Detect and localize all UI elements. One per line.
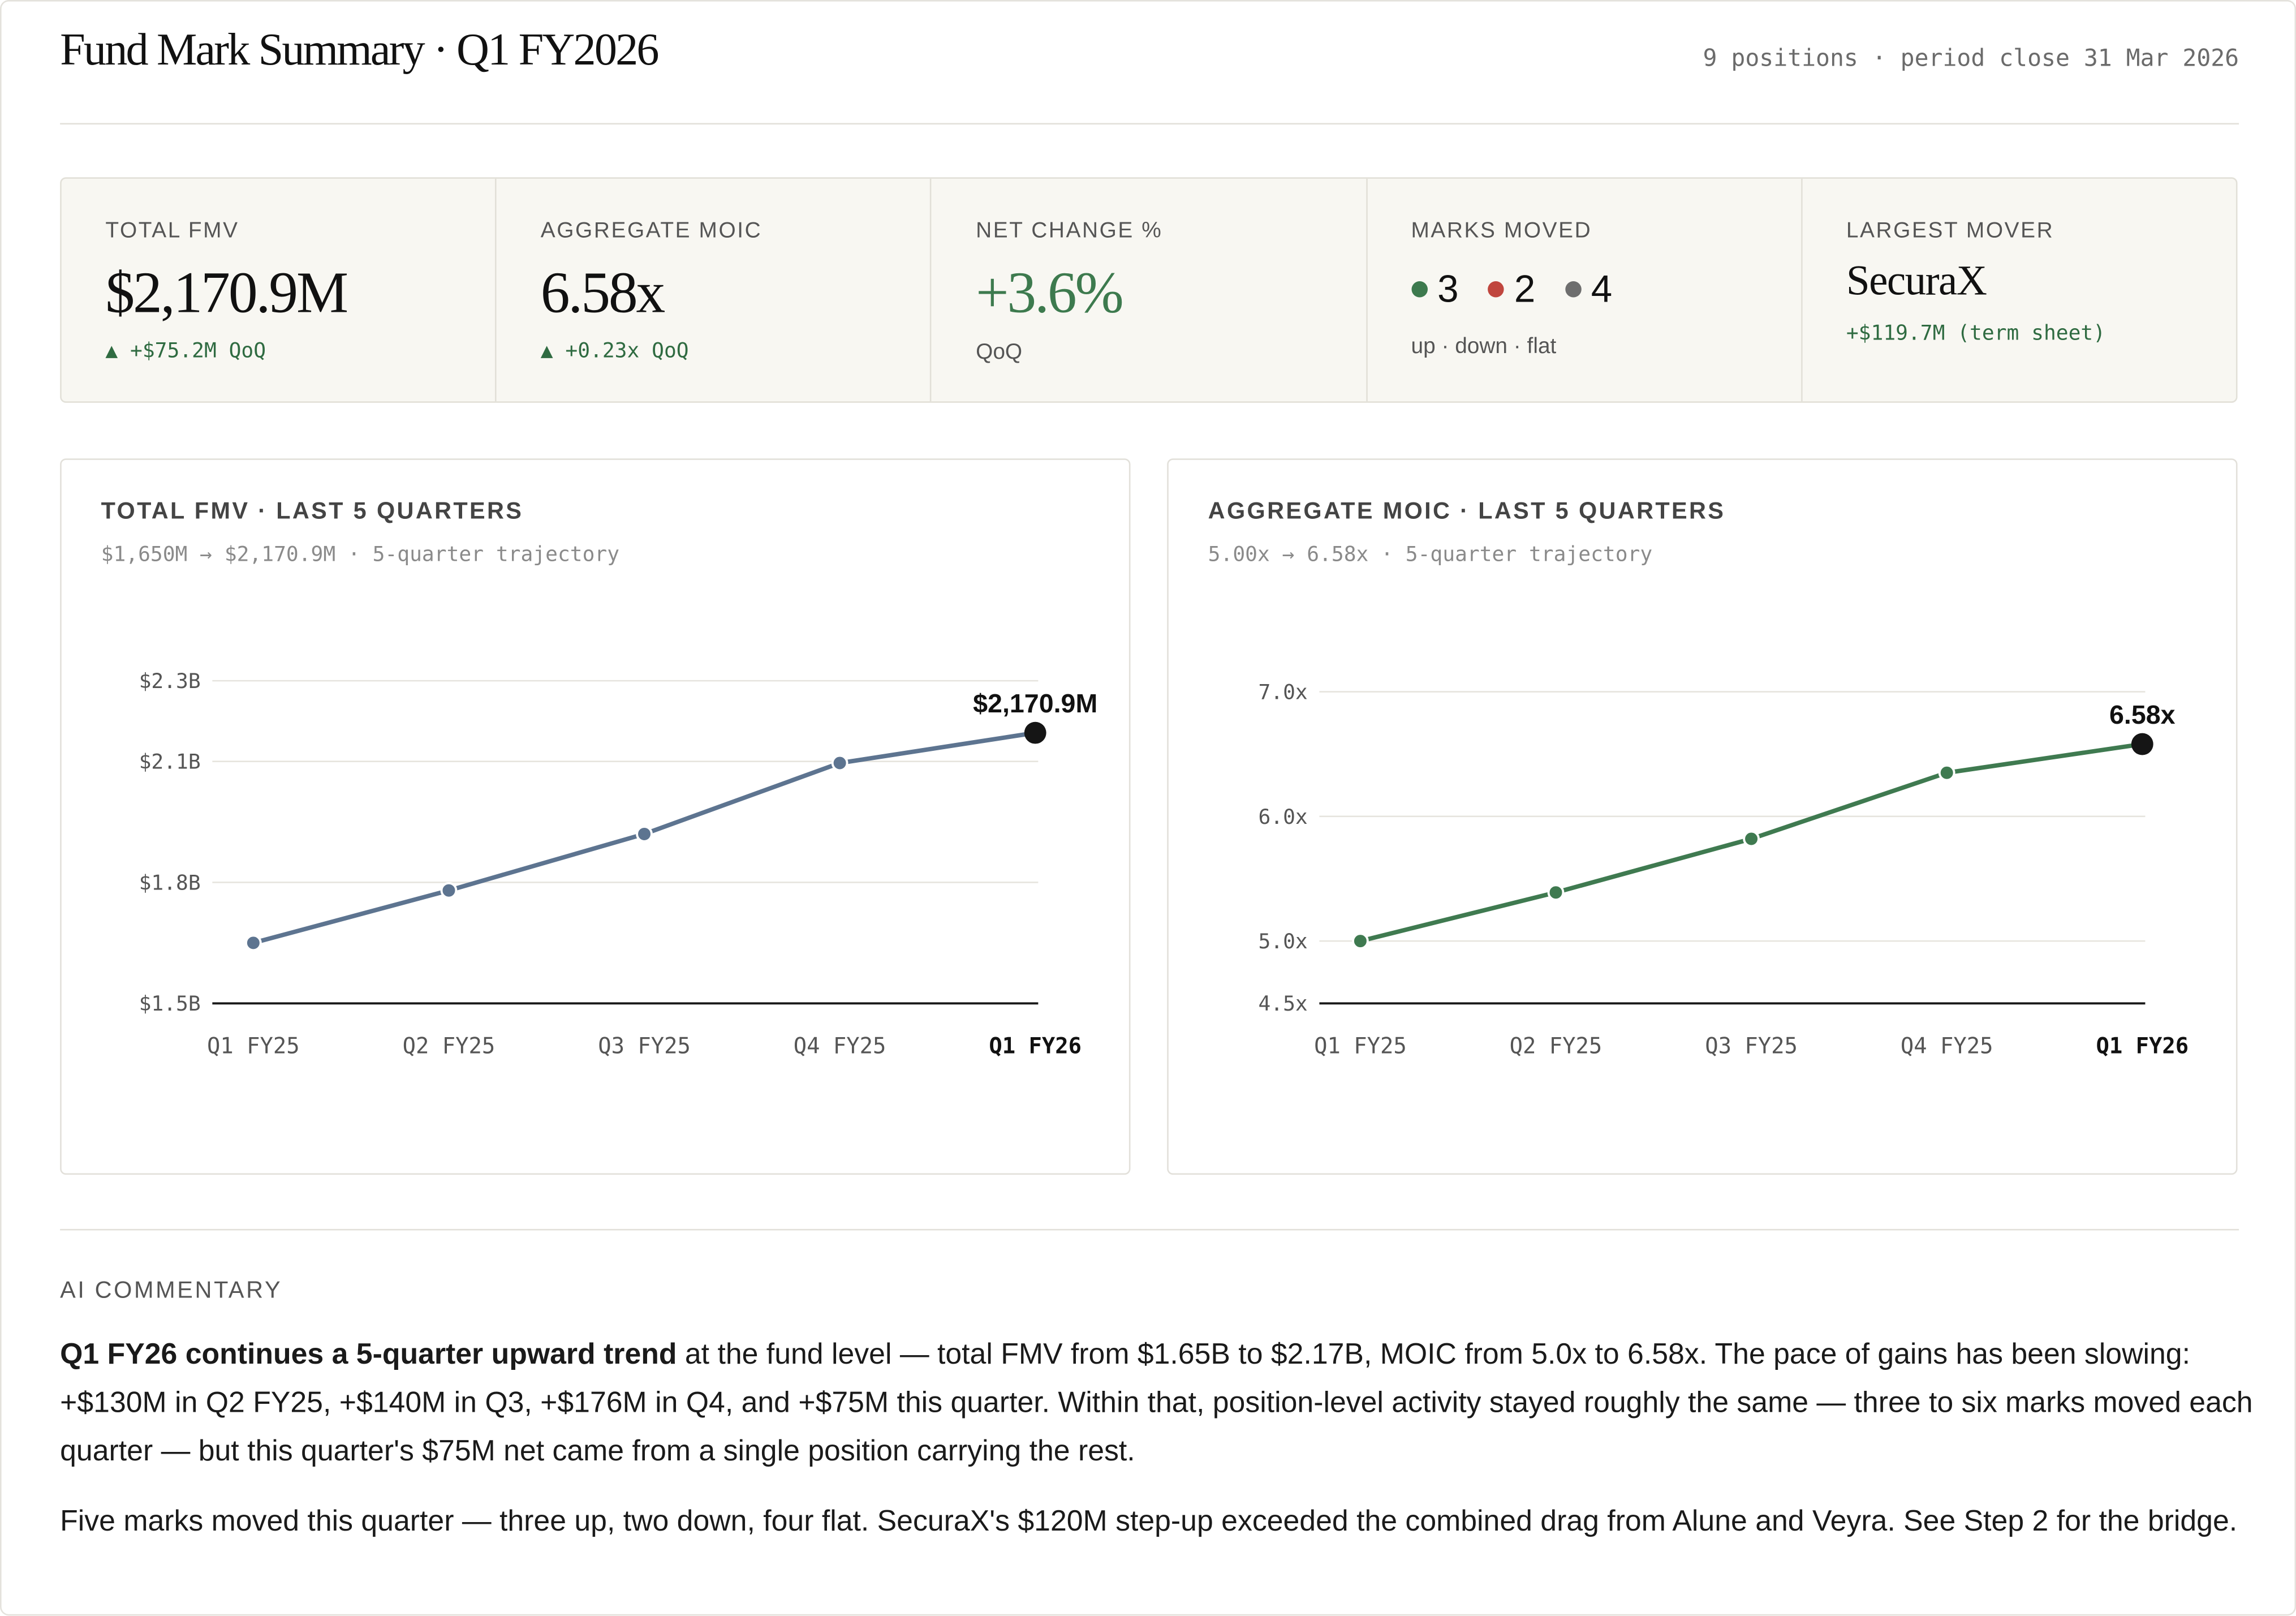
- x-tick-label: Q2 FY25: [1510, 1033, 1603, 1059]
- x-tick-label: Q1 FY25: [207, 1033, 300, 1059]
- kpi-label: TOTAL FMV: [105, 218, 239, 243]
- commentary-body: at the fund level — total FMV from $1.65…: [60, 1339, 2253, 1468]
- commentary-lead: Q1 FY26 continues a 5-quarter upward tre…: [60, 1339, 677, 1372]
- kpi-label: LARGEST MOVER: [1846, 218, 2054, 243]
- kpi-label: AGGREGATE MOIC: [540, 218, 763, 243]
- largest-mover-name: SecuraX: [1846, 257, 1987, 305]
- y-tick-label: $1.8B: [139, 870, 201, 895]
- y-tick-label: 6.0x: [1258, 805, 1307, 829]
- kpi-caption: QoQ: [976, 339, 1023, 365]
- y-tick-label: $2.3B: [139, 669, 201, 693]
- marks-up-count: 3: [1437, 267, 1459, 311]
- marks-flat: 4: [1565, 267, 1612, 312]
- marks-down-count: 2: [1514, 267, 1536, 311]
- header-divider: [60, 123, 2239, 125]
- latest-data-point: [1024, 721, 1046, 744]
- data-point: [1352, 932, 1369, 950]
- down-dot-icon: [1488, 281, 1504, 298]
- fmv-line-chart: $1.5B $1.8B $2.1B $2.3B $2,170.9M Q1 FY25 Q2 F…: [139, 669, 1098, 1059]
- chart-title: TOTAL FMV · LAST 5 QUARTERS: [101, 499, 524, 525]
- kpi-delta: ▲ +$75.2M QoQ: [105, 339, 266, 363]
- data-point: [440, 882, 458, 899]
- commentary-paragraph-2: Five marks moved this quarter — three up…: [60, 1506, 2238, 1538]
- fmv-chart-card: TOTAL FMV · LAST 5 QUARTERS $1,650M → $2…: [60, 458, 1131, 1175]
- x-tick-label: Q4 FY25: [794, 1033, 886, 1059]
- kpi-aggregate-moic: AGGREGATE MOIC 6.58x ▲ +0.23x QoQ: [497, 178, 932, 402]
- chart-subtitle: $1,650M → $2,170.9M · 5-quarter trajecto…: [101, 543, 620, 567]
- data-point: [831, 754, 848, 772]
- marks-flat-count: 4: [1591, 267, 1613, 311]
- x-tick-label: Q3 FY25: [1705, 1033, 1798, 1059]
- kpi-label: NET CHANGE %: [976, 218, 1163, 243]
- commentary-paragraph-1: Q1 FY26 continues a 5-quarter upward tre…: [60, 1331, 2256, 1476]
- marks-down: 2: [1488, 267, 1535, 312]
- marks-up: 3: [1411, 267, 1459, 312]
- kpi-value: +3.6%: [976, 259, 1124, 325]
- chart-title: AGGREGATE MOIC · LAST 5 QUARTERS: [1208, 499, 1726, 525]
- moic-line-chart: 4.5x 5.0x 6.0x 7.0x 6.58x Q1 FY25 Q2 FY25 Q3 FY…: [1258, 680, 2189, 1059]
- page-title: Fund Mark Summary · Q1 FY2026: [60, 23, 659, 75]
- x-tick-label: Q3 FY25: [598, 1033, 691, 1059]
- y-tick-label: 4.5x: [1258, 991, 1307, 1016]
- kpi-largest-mover: LARGEST MOVER SecuraX +$119.7M (term she…: [1802, 179, 2236, 401]
- kpi-label: MARKS MOVED: [1411, 218, 1592, 243]
- data-point: [1938, 764, 1955, 781]
- moic-chart-card: AGGREGATE MOIC · LAST 5 QUARTERS 5.00x →…: [1167, 458, 2238, 1175]
- x-tick-label: Q2 FY25: [403, 1033, 496, 1059]
- kpi-value: $2,170.9M: [105, 259, 348, 325]
- data-point: [636, 826, 653, 843]
- x-tick-label: Q4 FY25: [1901, 1033, 1993, 1059]
- y-tick-label: $2.1B: [139, 750, 201, 774]
- marks-moved-counts: 3 2 4: [1411, 267, 1641, 312]
- commentary-divider: [60, 1228, 2239, 1231]
- kpi-marks-moved: MARKS MOVED 3 2 4 up · down · flat: [1367, 178, 1803, 402]
- latest-value-label: $2,170.9M: [973, 689, 1097, 718]
- kpi-strip: TOTAL FMV $2,170.9M ▲ +$75.2M QoQ AGGREG…: [60, 177, 2238, 403]
- kpi-caption: up · down · flat: [1411, 334, 1557, 359]
- kpi-net-change: NET CHANGE % +3.6% QoQ: [932, 178, 1367, 402]
- period-meta: 9 positions · period close 31 Mar 2026: [1703, 44, 2239, 72]
- kpi-total-fmv: TOTAL FMV $2,170.9M ▲ +$75.2M QoQ: [62, 178, 497, 402]
- x-tick-label: Q1 FY25: [1314, 1033, 1407, 1059]
- chart-subtitle: 5.00x → 6.58x · 5-quarter trajectory: [1208, 543, 1653, 567]
- x-tick-label: Q1 FY26: [2096, 1033, 2189, 1059]
- latest-data-point: [2131, 733, 2153, 755]
- data-point: [1743, 830, 1760, 848]
- x-tick-label: Q1 FY26: [989, 1033, 1082, 1059]
- y-tick-label: 5.0x: [1258, 929, 1307, 953]
- latest-value-label: 6.58x: [2109, 700, 2176, 729]
- up-dot-icon: [1411, 281, 1427, 298]
- largest-mover-delta: +$119.7M (term sheet): [1846, 322, 2106, 346]
- data-point: [1547, 884, 1565, 901]
- data-point: [244, 934, 262, 952]
- y-tick-label: 7.0x: [1258, 680, 1307, 704]
- kpi-delta: ▲ +0.23x QoQ: [540, 339, 689, 363]
- y-tick-label: $1.5B: [139, 991, 201, 1016]
- commentary-label: AI COMMENTARY: [60, 1278, 283, 1304]
- kpi-value: 6.58x: [540, 259, 666, 325]
- flat-dot-icon: [1565, 281, 1581, 298]
